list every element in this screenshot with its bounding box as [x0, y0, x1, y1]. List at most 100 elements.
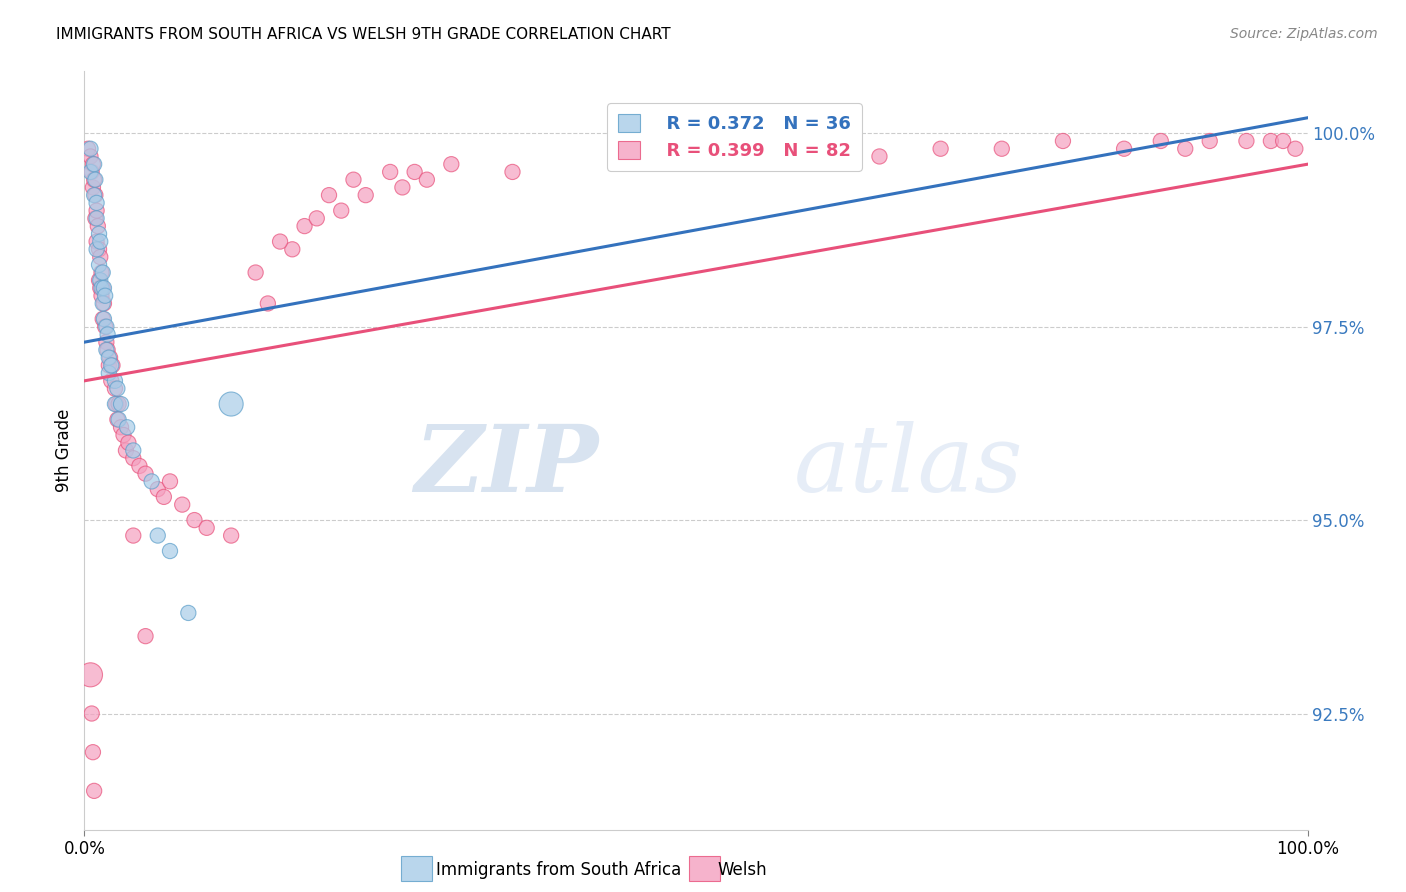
Point: [100, 359, 122, 373]
Point: [93, 296, 115, 310]
Point: [146, 482, 169, 496]
Point: [79, 142, 101, 156]
Point: [159, 475, 181, 489]
Point: [104, 397, 127, 411]
Point: [1236, 134, 1258, 148]
Point: [330, 203, 353, 218]
Point: [1052, 134, 1074, 148]
Point: [87, 258, 110, 272]
Point: [135, 467, 157, 481]
Point: [380, 165, 402, 179]
Point: [1114, 142, 1136, 156]
Point: [685, 149, 707, 163]
Point: [93, 312, 115, 326]
Point: [110, 420, 132, 434]
Point: [112, 428, 135, 442]
Point: [747, 149, 769, 163]
Point: [502, 165, 524, 179]
Point: [1284, 142, 1306, 156]
Point: [79, 668, 101, 682]
Point: [107, 397, 129, 411]
Point: [1150, 134, 1173, 148]
Point: [115, 443, 138, 458]
Text: IMMIGRANTS FROM SOUTH AFRICA VS WELSH 9TH GRADE CORRELATION CHART: IMMIGRANTS FROM SOUTH AFRICA VS WELSH 9T…: [56, 27, 671, 42]
Point: [80, 706, 103, 721]
Point: [110, 397, 132, 411]
Point: [91, 281, 114, 295]
Point: [82, 157, 104, 171]
Point: [89, 273, 111, 287]
Point: [107, 412, 129, 426]
Point: [416, 172, 439, 186]
Legend:   R = 0.372   N = 36,   R = 0.399   N = 82: R = 0.372 N = 36, R = 0.399 N = 82: [607, 103, 862, 170]
Point: [281, 242, 304, 256]
Point: [91, 312, 114, 326]
Point: [159, 544, 181, 558]
Point: [94, 289, 117, 303]
Point: [97, 359, 120, 373]
Point: [104, 374, 127, 388]
Point: [86, 211, 108, 226]
Point: [87, 227, 110, 241]
Point: [105, 382, 128, 396]
Point: [172, 498, 194, 512]
Point: [79, 165, 101, 179]
Point: [342, 172, 364, 186]
Point: [195, 521, 218, 535]
Point: [97, 351, 120, 365]
Point: [97, 327, 120, 342]
Point: [83, 172, 105, 186]
Text: atlas: atlas: [794, 421, 1024, 510]
Point: [294, 219, 316, 233]
Point: [219, 397, 242, 411]
Point: [89, 250, 111, 264]
Point: [83, 157, 105, 171]
Point: [135, 629, 157, 643]
Point: [79, 149, 101, 163]
Point: [89, 281, 111, 295]
Point: [96, 343, 118, 357]
Point: [122, 528, 145, 542]
Point: [87, 273, 110, 287]
Point: [1198, 134, 1220, 148]
Point: [96, 335, 118, 350]
Point: [84, 188, 107, 202]
Text: Source: ZipAtlas.com: Source: ZipAtlas.com: [1230, 27, 1378, 41]
Text: Immigrants from South Africa: Immigrants from South Africa: [436, 861, 681, 879]
Point: [354, 188, 377, 202]
Point: [115, 420, 138, 434]
Point: [146, 528, 169, 542]
Point: [318, 188, 340, 202]
Point: [80, 165, 103, 179]
Point: [82, 745, 104, 759]
Point: [440, 157, 463, 171]
Point: [269, 235, 291, 249]
Point: [91, 266, 114, 280]
Point: [97, 343, 120, 357]
Point: [87, 219, 110, 233]
Point: [90, 266, 112, 280]
Point: [141, 475, 163, 489]
Point: [991, 142, 1014, 156]
Point: [245, 266, 267, 280]
Point: [807, 142, 830, 156]
Point: [219, 528, 242, 542]
Point: [105, 397, 128, 411]
Point: [869, 149, 891, 163]
Point: [90, 289, 112, 303]
Point: [96, 319, 118, 334]
Point: [105, 412, 128, 426]
Point: [305, 211, 328, 226]
Point: [101, 359, 124, 373]
Point: [91, 296, 114, 310]
Point: [90, 281, 112, 295]
Point: [83, 188, 105, 202]
Point: [86, 195, 108, 210]
Point: [83, 784, 105, 798]
Point: [98, 351, 121, 365]
Point: [87, 242, 110, 256]
Point: [929, 142, 952, 156]
Point: [82, 180, 104, 194]
Point: [122, 451, 145, 466]
Point: [128, 458, 150, 473]
